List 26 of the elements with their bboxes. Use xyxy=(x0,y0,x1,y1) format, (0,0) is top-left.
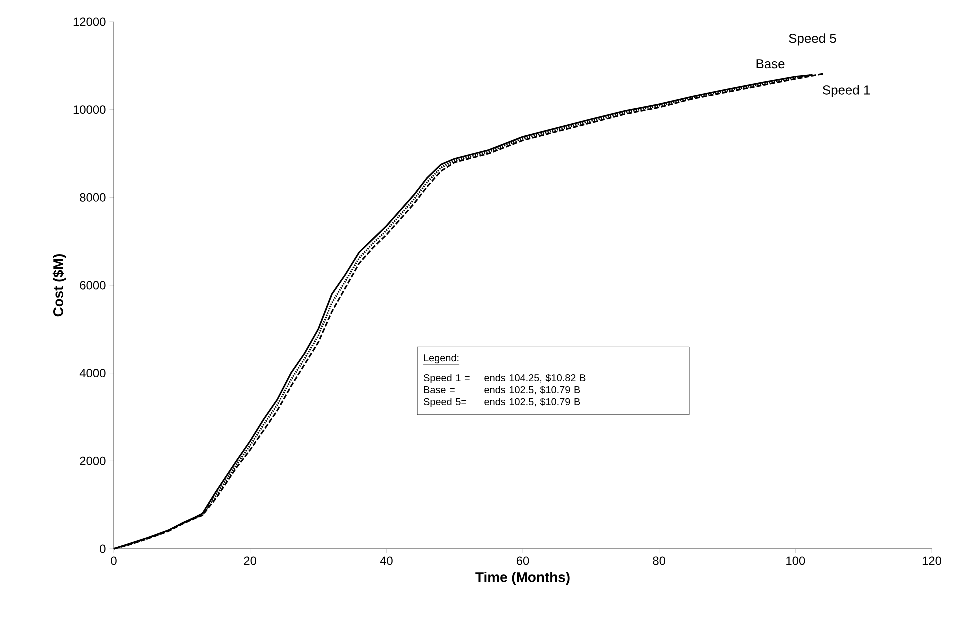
annotation: ends 102.5, $10.79 B xyxy=(484,398,580,407)
x-tick-label: 20 xyxy=(244,556,257,566)
annotation: Base = xyxy=(424,386,455,394)
annotation: Legend: xyxy=(424,354,459,364)
annotation: ends 102.5, $10.79 B xyxy=(484,386,580,395)
series-label: Base xyxy=(756,60,785,69)
series-label: Speed 1 xyxy=(823,85,870,98)
x-axis-title: Time (Months) xyxy=(476,572,570,586)
y-axis-title: Cost ($M) xyxy=(52,254,66,317)
x-tick-label: 40 xyxy=(380,556,393,566)
y-tick-label: 6000 xyxy=(80,281,106,290)
x-tick-label: 80 xyxy=(653,556,666,566)
y-tick-label: 2000 xyxy=(80,456,106,466)
y-tick-label: 12000 xyxy=(74,18,106,26)
annotation: Speed 1 = xyxy=(424,374,470,384)
x-tick-label: 60 xyxy=(516,556,530,566)
x-tick-label: 100 xyxy=(786,556,806,566)
y-tick-label: 10000 xyxy=(74,106,106,114)
annotation: Speed 5= xyxy=(424,398,467,408)
y-tick-label: 4000 xyxy=(80,369,106,378)
y-tick-label: 0 xyxy=(100,544,106,554)
x-tick-label: 0 xyxy=(111,556,117,566)
text: Speed 5 xyxy=(789,34,836,46)
annotation: ends 104.25, $10.82 B xyxy=(484,374,586,383)
y-tick-label: 8000 xyxy=(80,193,106,202)
x-tick-label: 120 xyxy=(922,556,942,566)
